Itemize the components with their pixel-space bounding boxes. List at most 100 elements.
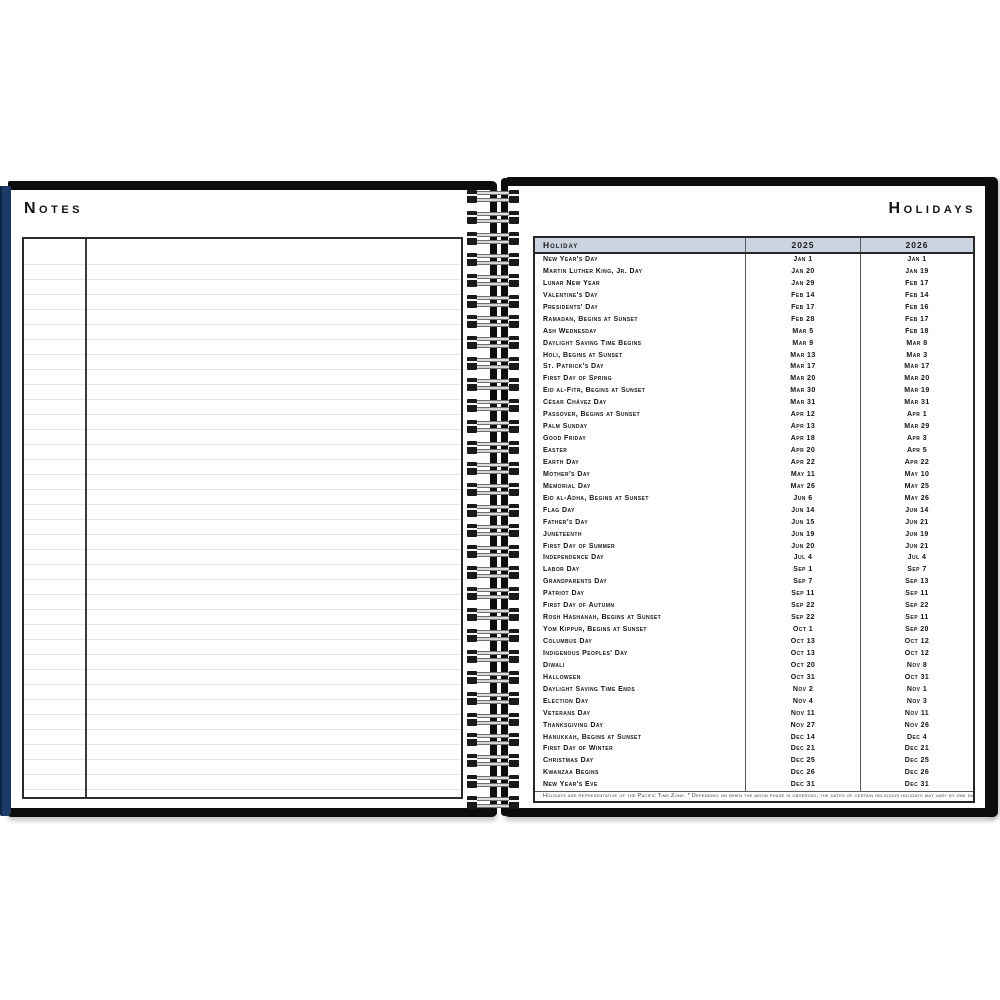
right-page-bottom-edge xyxy=(504,808,996,817)
holiday-date-2026: Apr 5 xyxy=(860,445,973,457)
holiday-date-2026: Feb 17 xyxy=(860,277,973,290)
holiday-date-2026: Apr 22 xyxy=(860,456,973,469)
holiday-date-2025: Oct 31 xyxy=(745,671,860,684)
table-row: Halloween Oct 31 Oct 31 xyxy=(535,671,973,684)
table-row: Presidents' Day Feb 17 Feb 16 xyxy=(535,301,973,314)
holiday-date-2025: Mar 9 xyxy=(745,337,860,350)
holidays-table-footer: Holidays are representative of the Pacif… xyxy=(535,791,973,801)
holiday-name: César Chávez Day xyxy=(543,399,607,407)
holiday-date-2025: Jan 1 xyxy=(745,254,860,266)
holiday-date-2025: Nov 2 xyxy=(745,683,860,696)
table-row: First Day of Summer Jun 20 Jun 21 xyxy=(535,540,973,553)
holiday-date-2025: Oct 1 xyxy=(745,624,860,636)
holiday-date-2025: Apr 20 xyxy=(745,445,860,457)
holiday-name: Valentine's Day xyxy=(543,291,598,299)
holiday-name: Martin Luther King, Jr. Day xyxy=(543,267,643,275)
holiday-date-2026: Jan 19 xyxy=(860,265,973,278)
left-page-spine-edge xyxy=(490,182,497,816)
holiday-name: Labor Day xyxy=(543,566,580,574)
holiday-name: Holi, Begins at Sunset xyxy=(543,351,623,359)
holiday-name: Patriot Day xyxy=(543,590,585,598)
holiday-date-2025: Feb 17 xyxy=(745,301,860,314)
holiday-date-2026: Apr 3 xyxy=(860,433,973,445)
holiday-name: New Year's Day xyxy=(543,256,598,263)
holiday-date-2025: Sep 22 xyxy=(745,600,860,613)
holiday-date-2025: Jul 4 xyxy=(745,552,860,565)
right-page-top-edge xyxy=(504,177,996,186)
navy-cover-edge xyxy=(0,186,11,816)
table-row: Eid al-Fitr, Begins at Sunset Mar 30 Mar… xyxy=(535,385,973,398)
holiday-name: Easter xyxy=(543,447,568,454)
holiday-date-2026: Nov 8 xyxy=(860,659,973,672)
holiday-name: Christmas Day xyxy=(543,757,594,765)
holiday-date-2026: Dec 31 xyxy=(860,779,973,792)
holiday-date-2026: Dec 21 xyxy=(860,743,973,756)
holiday-date-2025: Nov 11 xyxy=(745,707,860,720)
holiday-date-2026: Feb 16 xyxy=(860,301,973,314)
holiday-date-2026: Jun 19 xyxy=(860,528,973,541)
holiday-name: St. Patrick's Day xyxy=(543,363,604,371)
table-row: Passover, Begins at Sunset Apr 12 Apr 1 xyxy=(535,409,973,422)
table-row: Mother's Day May 11 May 10 xyxy=(535,468,973,481)
holidays-table-header: Holiday 2025 2026 xyxy=(535,238,973,254)
table-row: St. Patrick's Day Mar 17 Mar 17 xyxy=(535,361,973,374)
holiday-name: Thanksgiving Day xyxy=(543,721,604,729)
holiday-name: Eid al-Adha, Begins at Sunset xyxy=(543,494,649,502)
holiday-date-2026: Nov 26 xyxy=(860,719,973,732)
table-row: Father's Day Jun 15 Jun 21 xyxy=(535,516,973,529)
holiday-name: Kwanzaa Begins xyxy=(543,769,599,777)
holiday-date-2025: Nov 4 xyxy=(745,695,860,708)
holiday-date-2026: Jun 21 xyxy=(860,516,973,529)
table-row: Diwali Oct 20 Nov 8 xyxy=(535,659,973,672)
holiday-date-2026: Dec 25 xyxy=(860,755,973,768)
holiday-date-2025: Apr 22 xyxy=(745,456,860,469)
holiday-date-2026: May 10 xyxy=(860,468,973,481)
holiday-date-2025: Jun 19 xyxy=(745,528,860,541)
notes-margin-divider xyxy=(85,239,87,797)
holiday-date-2026: Sep 13 xyxy=(860,576,973,589)
notes-page-title: Notes xyxy=(24,200,84,217)
holiday-name: Lunar New Year xyxy=(543,279,601,287)
holiday-date-2025: Mar 17 xyxy=(745,361,860,374)
table-row: Daylight Saving Time Begins Mar 9 Mar 8 xyxy=(535,337,973,350)
holiday-name: Passover, Begins at Sunset xyxy=(543,411,641,419)
holiday-name: Independence Day xyxy=(543,554,604,562)
table-row: Christmas Day Dec 25 Dec 25 xyxy=(535,755,973,768)
holiday-date-2026: Sep 11 xyxy=(860,588,973,601)
holiday-name: Ash Wednesday xyxy=(543,327,597,335)
holiday-date-2026: Jul 4 xyxy=(860,552,973,565)
table-row: Labor Day Sep 1 Sep 7 xyxy=(535,564,973,577)
holiday-name: Hanukkah, Begins at Sunset xyxy=(543,733,642,741)
holiday-date-2026: Jun 21 xyxy=(860,540,973,553)
holiday-name: First Day of Summer xyxy=(543,542,616,550)
holiday-date-2025: May 11 xyxy=(745,468,860,481)
holiday-name: Mother's Day xyxy=(543,470,591,478)
holiday-date-2025: Mar 20 xyxy=(745,373,860,386)
holiday-date-2026: Sep 11 xyxy=(860,612,973,625)
header-2026-column: 2026 xyxy=(860,238,973,252)
holiday-name: Halloween xyxy=(543,673,581,681)
holiday-name: First Day of Winter xyxy=(543,745,614,753)
holiday-date-2026: Mar 17 xyxy=(860,361,973,374)
holiday-name: Election Day xyxy=(543,697,589,705)
holiday-date-2025: Dec 21 xyxy=(745,743,860,756)
holiday-date-2025: Jan 20 xyxy=(745,265,860,278)
holiday-name: Daylight Saving Time Ends xyxy=(543,685,636,693)
holiday-date-2025: May 26 xyxy=(745,480,860,493)
holiday-date-2026: May 25 xyxy=(860,480,973,493)
table-row: Juneteenth Jun 19 Jun 19 xyxy=(535,528,973,541)
holiday-name: Rosh Hashanah, Begins at Sunset xyxy=(543,614,662,622)
holiday-date-2025: Dec 25 xyxy=(745,755,860,768)
holiday-name: Columbus Day xyxy=(543,638,593,645)
holiday-date-2026: Dec 4 xyxy=(860,731,973,744)
table-row: Veterans Day Nov 11 Nov 11 xyxy=(535,707,973,720)
table-row: Ash Wednesday Mar 5 Feb 18 xyxy=(535,325,973,338)
holiday-name: Yom Kippur, Begins at Sunset xyxy=(543,626,647,634)
table-row: Columbus Day Oct 13 Oct 12 xyxy=(535,636,973,648)
holiday-date-2025: Mar 31 xyxy=(745,397,860,410)
table-row: César Chávez Day Mar 31 Mar 31 xyxy=(535,397,973,410)
holiday-date-2026: Mar 8 xyxy=(860,337,973,350)
holiday-name: Juneteenth xyxy=(543,530,582,538)
holiday-name: Diwali xyxy=(543,661,565,669)
table-row: Patriot Day Sep 11 Sep 11 xyxy=(535,588,973,601)
